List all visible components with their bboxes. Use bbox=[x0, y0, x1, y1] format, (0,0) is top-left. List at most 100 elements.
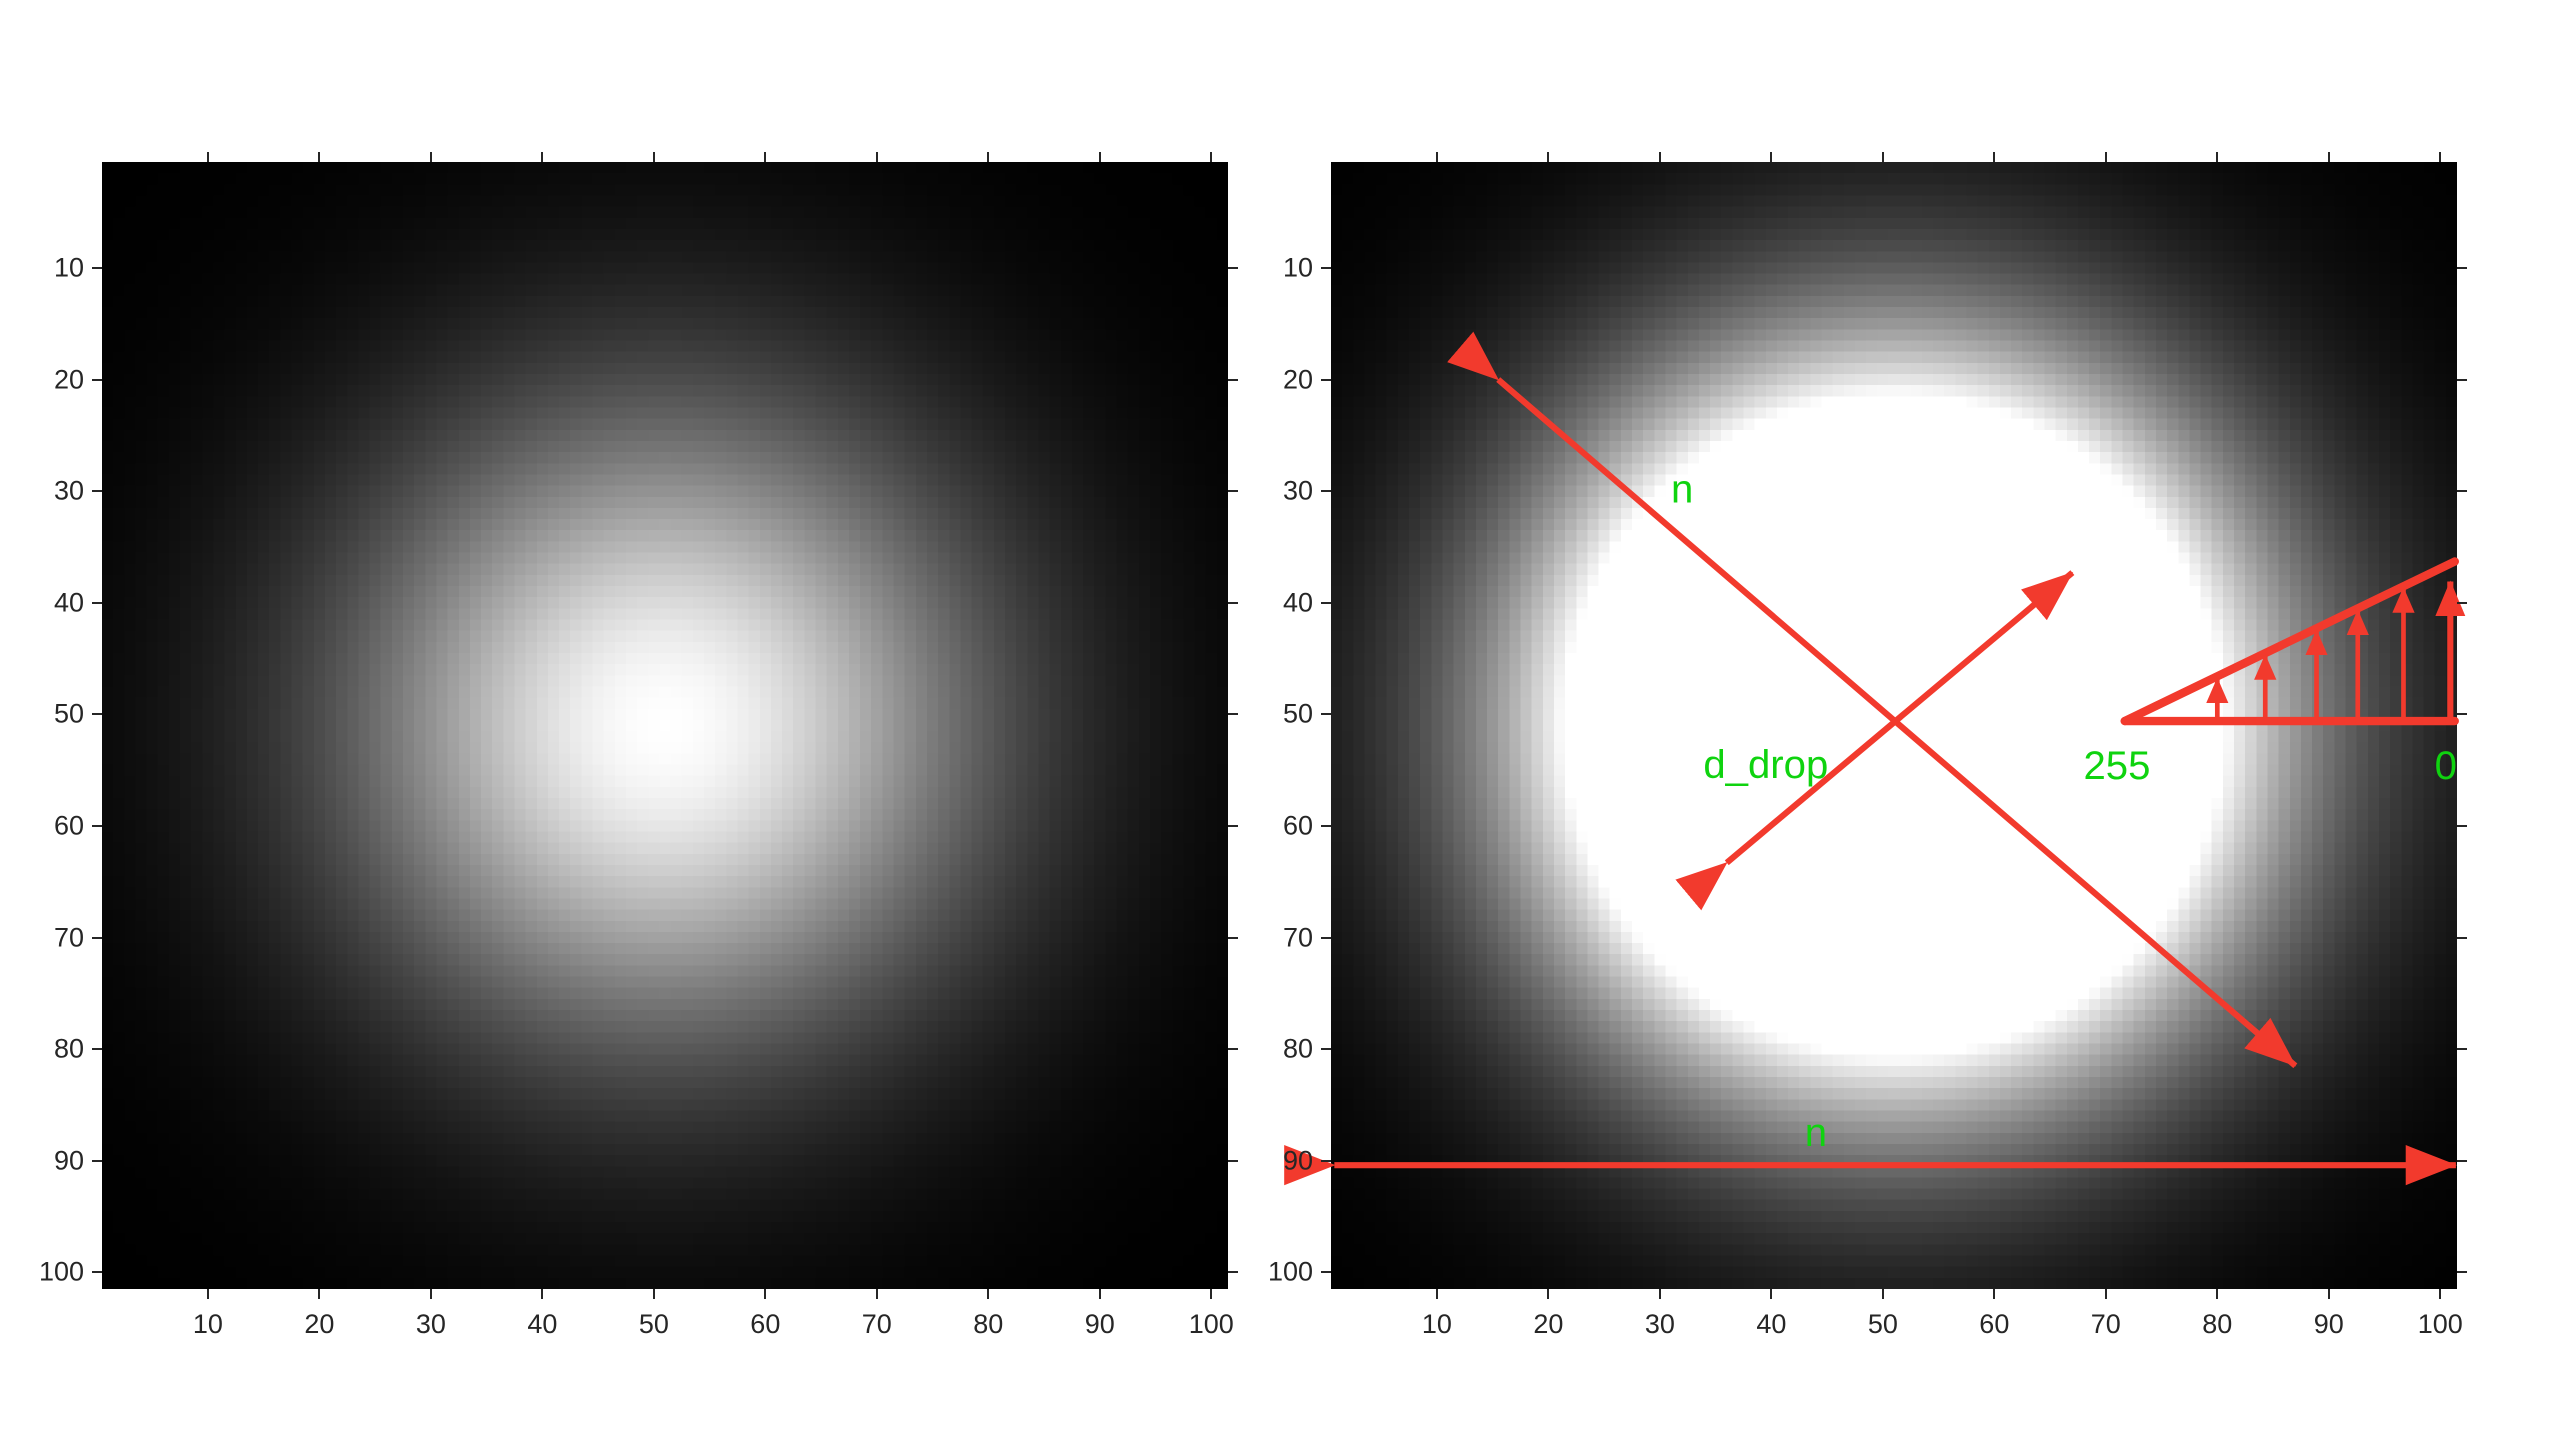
y-tick-label: 50 bbox=[53, 698, 84, 729]
x-tick bbox=[652, 152, 655, 162]
x-tick-label: 60 bbox=[1979, 1309, 2010, 1339]
y-tick bbox=[2457, 1159, 2467, 1162]
x-tick bbox=[2327, 1289, 2330, 1299]
y-tick bbox=[1228, 601, 1238, 604]
y-tick-label: 100 bbox=[1267, 1256, 1313, 1287]
x-tick bbox=[2216, 152, 2219, 162]
y-tick bbox=[92, 713, 102, 716]
annotation-label: d_drop bbox=[1703, 742, 1828, 787]
x-tick-label: 10 bbox=[192, 1309, 223, 1339]
x-tick-label: 30 bbox=[415, 1309, 446, 1339]
y-tick bbox=[92, 824, 102, 827]
y-tick bbox=[1321, 936, 1331, 939]
x-tick-label: 80 bbox=[2202, 1309, 2233, 1339]
x-tick bbox=[987, 152, 990, 162]
x-tick-label: 70 bbox=[2090, 1309, 2121, 1339]
x-tick bbox=[875, 152, 878, 162]
y-tick-label: 80 bbox=[53, 1033, 84, 1064]
y-tick bbox=[2457, 1048, 2467, 1051]
y-tick bbox=[2457, 713, 2467, 716]
y-tick bbox=[1228, 713, 1238, 716]
x-tick-label: 70 bbox=[861, 1309, 892, 1339]
y-tick-label: 70 bbox=[1282, 922, 1313, 952]
y-tick bbox=[1228, 936, 1238, 939]
x-tick bbox=[1881, 152, 1884, 162]
annotation-label: n bbox=[1671, 466, 1693, 511]
y-tick bbox=[1228, 1271, 1238, 1274]
y-tick bbox=[92, 1048, 102, 1051]
left-heatmap-image bbox=[102, 162, 1228, 1289]
y-tick bbox=[1228, 267, 1238, 269]
x-tick-label: 20 bbox=[304, 1309, 335, 1339]
x-tick bbox=[652, 1289, 655, 1299]
x-tick bbox=[429, 152, 432, 162]
x-tick-label: 20 bbox=[1533, 1309, 1564, 1339]
x-tick bbox=[764, 152, 767, 162]
x-tick bbox=[1547, 152, 1550, 162]
x-tick bbox=[429, 1289, 432, 1299]
y-tick-label: 80 bbox=[1282, 1033, 1313, 1064]
y-tick bbox=[1321, 1271, 1331, 1274]
y-tick bbox=[92, 378, 102, 381]
x-tick bbox=[2439, 1289, 2442, 1299]
y-tick bbox=[1228, 490, 1238, 493]
y-tick bbox=[92, 601, 102, 604]
x-tick bbox=[318, 1289, 321, 1299]
y-tick-label: 20 bbox=[53, 364, 84, 395]
x-tick bbox=[1658, 152, 1661, 162]
y-tick bbox=[2457, 1271, 2467, 1274]
y-tick bbox=[1228, 824, 1238, 827]
y-tick bbox=[1228, 1159, 1238, 1162]
y-tick bbox=[1321, 1159, 1331, 1162]
y-tick-label: 100 bbox=[38, 1256, 84, 1287]
x-tick-label: 90 bbox=[1084, 1309, 1115, 1339]
y-tick bbox=[2457, 601, 2467, 604]
y-tick-label: 40 bbox=[53, 587, 84, 618]
y-tick bbox=[1228, 378, 1238, 381]
x-tick bbox=[1435, 1289, 1438, 1299]
y-tick bbox=[92, 936, 102, 939]
y-tick bbox=[1228, 1048, 1238, 1051]
y-tick-label: 40 bbox=[1282, 587, 1313, 618]
y-tick-label: 60 bbox=[1282, 810, 1313, 841]
x-tick-label: 100 bbox=[2417, 1309, 2463, 1339]
y-tick-label: 30 bbox=[1282, 475, 1313, 506]
x-tick-label: 80 bbox=[973, 1309, 1004, 1339]
x-tick-label: 30 bbox=[1644, 1309, 1675, 1339]
annotation-arrow-d-drop-span bbox=[1675, 570, 2075, 911]
y-tick bbox=[92, 267, 102, 269]
x-tick-label: 50 bbox=[1867, 1309, 1898, 1339]
x-tick bbox=[1993, 152, 1996, 162]
x-tick bbox=[318, 152, 321, 162]
x-tick bbox=[1993, 1289, 1996, 1299]
x-tick bbox=[1098, 1289, 1101, 1299]
x-tick-label: 90 bbox=[2313, 1309, 2344, 1339]
x-tick bbox=[1210, 1289, 1213, 1299]
x-tick bbox=[2216, 1289, 2219, 1299]
x-tick bbox=[1547, 1289, 1550, 1299]
x-tick bbox=[206, 152, 209, 162]
y-tick bbox=[1321, 490, 1331, 493]
x-tick bbox=[2327, 152, 2330, 162]
y-tick bbox=[92, 1159, 102, 1162]
annotation-label: 0 bbox=[2435, 743, 2457, 788]
x-tick bbox=[1658, 1289, 1661, 1299]
y-tick-label: 90 bbox=[53, 1145, 84, 1176]
y-tick-label: 10 bbox=[53, 252, 84, 283]
x-tick bbox=[2104, 152, 2107, 162]
x-tick-label: 50 bbox=[638, 1309, 669, 1339]
x-tick bbox=[541, 152, 544, 162]
y-tick bbox=[1321, 713, 1331, 716]
y-tick bbox=[2457, 267, 2467, 269]
x-tick-label: 10 bbox=[1421, 1309, 1452, 1339]
x-tick bbox=[2104, 1289, 2107, 1299]
x-tick bbox=[987, 1289, 990, 1299]
y-tick bbox=[92, 490, 102, 493]
y-tick bbox=[1321, 267, 1331, 269]
x-tick-label: 40 bbox=[527, 1309, 558, 1339]
x-tick bbox=[1770, 1289, 1773, 1299]
y-tick bbox=[2457, 824, 2467, 827]
x-tick bbox=[764, 1289, 767, 1299]
x-tick bbox=[1770, 152, 1773, 162]
